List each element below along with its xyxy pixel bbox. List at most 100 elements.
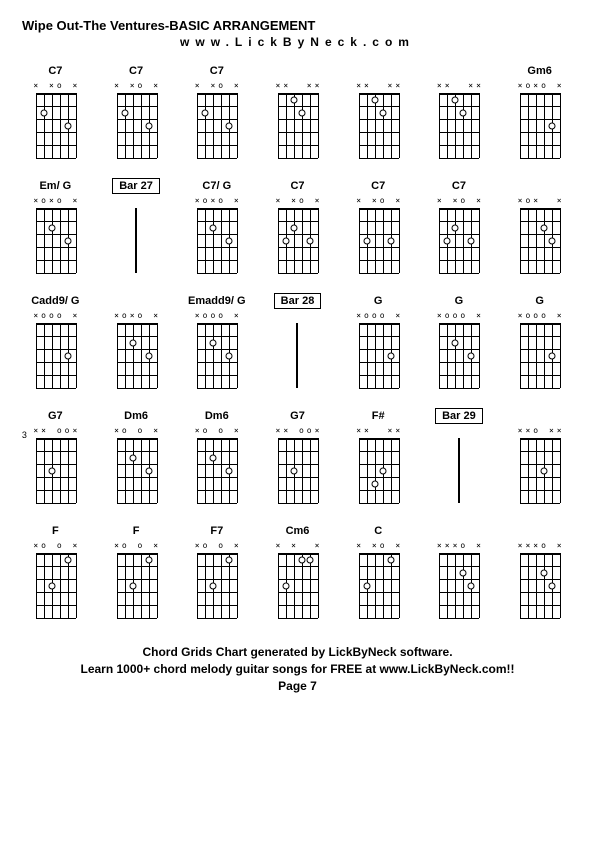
string-marks: ×ooo× [193, 312, 240, 322]
finger-dot [129, 454, 136, 461]
string-marks: ×ooo× [32, 312, 79, 322]
finger-dot [282, 237, 289, 244]
fretboard [117, 93, 157, 158]
chord-cell: ×o×o× [103, 293, 170, 390]
string-marks: ×o×o× [113, 312, 160, 322]
chord-diagram: ××o× [355, 542, 402, 620]
chord-cell: F×oo× [22, 523, 89, 620]
fretboard [520, 553, 560, 618]
chord-diagram: ××o×× [516, 427, 563, 505]
chord-cell: G×ooo× [506, 293, 573, 390]
chord-diagram: ××oo×3 [32, 427, 79, 505]
chord-cell: C7××o× [183, 63, 250, 160]
fretboard [36, 208, 76, 273]
chord-label: C7 [210, 63, 224, 79]
chord-diagram: ×o×o× [32, 197, 79, 275]
finger-dot [129, 582, 136, 589]
chord-label: Emadd9/ G [188, 293, 245, 309]
chord-label: Dm6 [124, 408, 148, 424]
fretboard [197, 323, 237, 388]
chord-label: C7 [129, 63, 143, 79]
string-marks: ××oo× [274, 427, 321, 437]
chord-cell: Emadd9/ G ×ooo× [183, 293, 250, 390]
chord-cell: Em/ G×o×o× [22, 178, 89, 275]
chord-diagram: ×××× [355, 82, 402, 160]
string-marks: ×××× [355, 427, 402, 437]
chord-diagram: ×ooo× [193, 312, 240, 390]
finger-dot [549, 582, 556, 589]
chord-diagram: ×oo× [193, 427, 240, 505]
page-subtitle: www.LickByNeck.com [22, 35, 573, 49]
chord-diagram: ××o× [355, 197, 402, 275]
finger-dot [460, 109, 467, 116]
fretboard [117, 323, 157, 388]
chord-diagram [435, 427, 482, 505]
finger-dot [48, 224, 55, 231]
finger-dot [48, 582, 55, 589]
fretboard [36, 323, 76, 388]
finger-dot [379, 109, 386, 116]
fretboard [520, 438, 560, 503]
string-marks: ××o× [355, 542, 402, 552]
chord-cell: C7××o× [103, 63, 170, 160]
finger-dot [202, 109, 209, 116]
string-marks: ×××× [435, 82, 482, 92]
finger-dot [290, 467, 297, 474]
chord-cell: Dm6 ×oo× [183, 408, 250, 505]
chord-diagram: ×o×× [516, 197, 563, 275]
string-marks: ××oo× [32, 427, 79, 437]
finger-dot [298, 556, 305, 563]
finger-dot [64, 556, 71, 563]
finger-dot [290, 224, 297, 231]
chord-diagram: ×××× [274, 82, 321, 160]
string-marks: ×oo× [32, 542, 79, 552]
fretboard [278, 93, 318, 158]
finger-dot [468, 237, 475, 244]
fretboard [439, 208, 479, 273]
string-marks: ×ooo× [355, 312, 402, 322]
string-marks: ×ooo× [435, 312, 482, 322]
finger-dot [549, 237, 556, 244]
fretboard [520, 323, 560, 388]
chord-cell: F×oo× [103, 523, 170, 620]
finger-dot [64, 352, 71, 359]
chord-cell: Bar 29 [426, 408, 493, 505]
finger-dot [48, 467, 55, 474]
chord-cell: C7××o× [426, 178, 493, 275]
fretboard [36, 93, 76, 158]
chord-cell: ×××× [426, 63, 493, 160]
finger-dot [363, 237, 370, 244]
finger-dot [468, 352, 475, 359]
chord-label: F7 [210, 523, 223, 539]
chord-cell: Gm6×o×o× [506, 63, 573, 160]
footer-page: Page 7 [22, 678, 573, 695]
string-marks: ×oo× [113, 427, 160, 437]
chord-cell: C7××o× [22, 63, 89, 160]
chord-diagram: ×oo× [113, 427, 160, 505]
bar-line-icon [458, 438, 460, 503]
chord-diagram: ×o×o× [113, 312, 160, 390]
finger-dot [145, 556, 152, 563]
fretboard [278, 553, 318, 618]
fretboard [197, 553, 237, 618]
chord-cell: Dm6 ×oo× [103, 408, 170, 505]
chord-diagram: ×××× [355, 427, 402, 505]
chord-cell: Cm6××× [264, 523, 331, 620]
fretboard [36, 438, 76, 503]
chord-cell: ×××o× [506, 523, 573, 620]
finger-dot [387, 352, 394, 359]
chord-label: C7/ G [202, 178, 231, 194]
chord-label: G [374, 293, 383, 309]
footer-line-2: Learn 1000+ chord melody guitar songs fo… [22, 661, 573, 678]
string-marks: ×oo× [193, 542, 240, 552]
bar-label: Bar 27 [112, 178, 160, 194]
chord-label: C7 [48, 63, 62, 79]
string-marks: ×××o× [435, 542, 482, 552]
chord-label: Dm6 [205, 408, 229, 424]
chord-cell: G×ooo× [426, 293, 493, 390]
bar-line-icon [296, 323, 298, 388]
bar-label: Bar 28 [274, 293, 322, 309]
chord-cell: G ×ooo× [345, 293, 412, 390]
finger-dot [452, 339, 459, 346]
chord-cell: ×××× [345, 63, 412, 160]
